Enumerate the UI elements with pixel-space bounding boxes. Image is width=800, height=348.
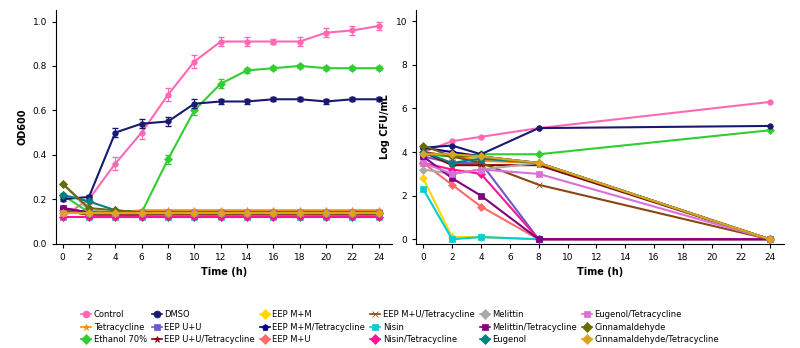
X-axis label: Time (h): Time (h): [577, 267, 623, 277]
Y-axis label: Log CFU/mL: Log CFU/mL: [380, 95, 390, 159]
Y-axis label: OD600: OD600: [17, 109, 27, 145]
X-axis label: Time (h): Time (h): [201, 267, 247, 277]
Legend: Control, Tetracycline, Ethanol 70%, DMSO, EEP U+U, EEP U+U/Tetracycline, EEP M+M: Control, Tetracycline, Ethanol 70%, DMSO…: [81, 310, 719, 344]
